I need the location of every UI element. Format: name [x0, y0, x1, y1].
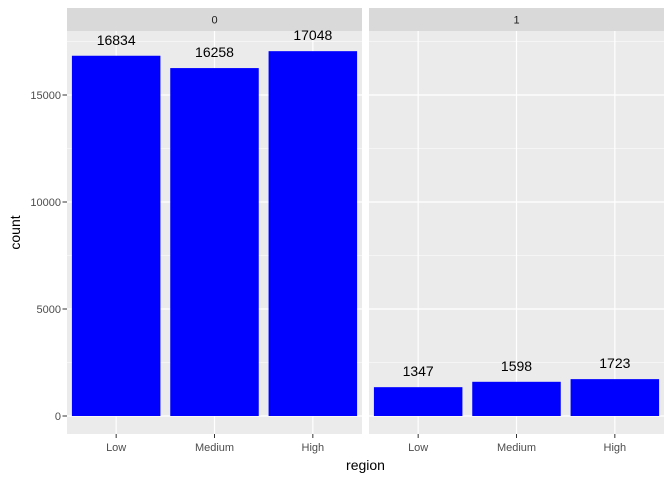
y-axis-title: count — [7, 215, 23, 249]
y-axis-tick-labels: 0 5000 10000 15000 — [30, 90, 67, 423]
x-tick-label: Medium — [497, 442, 536, 454]
bar-high — [268, 51, 358, 417]
chart-panels: 0 16834 Low 16258 Medium 17048 High 1 1347 Low 159… — [67, 8, 664, 454]
y-tick-label: 10000 — [30, 197, 61, 209]
bar-value-label: 17048 — [293, 27, 332, 43]
bar-high — [570, 379, 660, 416]
bar-value-label: 1723 — [599, 355, 630, 371]
bar-value-label: 16258 — [195, 44, 234, 60]
panel-1: 1 1347 Low 1598 Medium 1723 High — [369, 8, 664, 454]
bar-low — [373, 387, 463, 416]
y-tick-label: 5000 — [37, 304, 61, 316]
x-tick-label: Low — [106, 442, 126, 454]
y-tick-label: 0 — [55, 411, 61, 423]
bar-value-label: 1598 — [501, 358, 532, 374]
x-tick-label: High — [604, 442, 627, 454]
x-tick-label: Low — [408, 442, 428, 454]
bar-medium — [170, 68, 259, 416]
panel-0: 0 16834 Low 16258 Medium 17048 High — [67, 8, 362, 454]
bar-medium — [472, 381, 561, 416]
bar-value-label: 16834 — [97, 32, 136, 48]
x-tick-label: High — [302, 442, 325, 454]
facet-strip — [67, 8, 362, 31]
x-axis-title: region — [346, 457, 385, 473]
bar-low — [71, 55, 161, 416]
facet-strip — [369, 8, 664, 31]
y-tick-label: 15000 — [30, 90, 61, 102]
gridlines — [369, 31, 664, 434]
facet-strip-label: 1 — [513, 15, 519, 27]
x-tick-label: Medium — [195, 442, 234, 454]
facet-strip-label: 0 — [211, 15, 217, 27]
bar-value-label: 1347 — [403, 363, 434, 379]
